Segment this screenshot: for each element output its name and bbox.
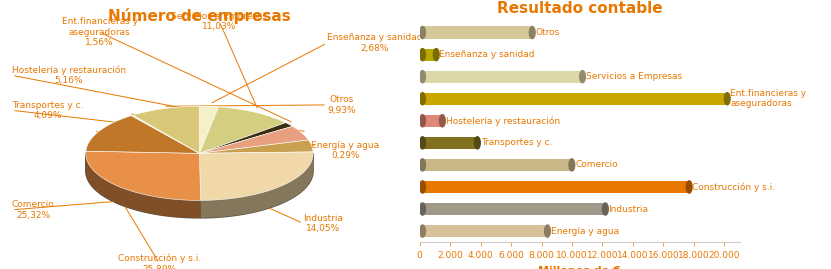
Ellipse shape — [725, 93, 730, 105]
Bar — [422, 93, 727, 105]
Polygon shape — [131, 115, 199, 153]
Polygon shape — [200, 154, 313, 218]
Text: Enseñanza y sanidad
2,68%: Enseñanza y sanidad 2,68% — [327, 33, 423, 53]
Polygon shape — [86, 153, 200, 218]
Ellipse shape — [475, 137, 480, 149]
Polygon shape — [199, 107, 286, 153]
Bar — [422, 115, 442, 127]
Text: Transportes y c.
4,09%: Transportes y c. 4,09% — [12, 101, 83, 120]
Polygon shape — [199, 126, 308, 153]
Ellipse shape — [569, 159, 575, 171]
Ellipse shape — [420, 93, 425, 105]
Ellipse shape — [440, 115, 445, 127]
Polygon shape — [133, 106, 199, 153]
Ellipse shape — [420, 159, 425, 171]
Ellipse shape — [602, 203, 608, 215]
Polygon shape — [86, 153, 313, 218]
Ellipse shape — [529, 26, 535, 39]
Title: Resultado contable: Resultado contable — [497, 1, 662, 16]
Ellipse shape — [544, 225, 550, 237]
Text: Transportes y c.: Transportes y c. — [480, 138, 552, 147]
Text: Otros
9,93%: Otros 9,93% — [327, 95, 356, 115]
Ellipse shape — [420, 225, 425, 237]
Bar — [422, 48, 436, 61]
Text: Construcción y s.i.: Construcción y s.i. — [692, 182, 775, 192]
Text: Hostelería y restauración: Hostelería y restauración — [445, 116, 559, 126]
Text: Industria
14,05%: Industria 14,05% — [303, 214, 343, 233]
Ellipse shape — [434, 48, 439, 61]
Text: Energía y agua: Energía y agua — [551, 226, 619, 236]
Ellipse shape — [420, 70, 425, 83]
Bar — [422, 225, 548, 237]
Bar — [422, 137, 477, 149]
Polygon shape — [86, 116, 199, 153]
Ellipse shape — [580, 70, 585, 83]
Ellipse shape — [420, 26, 425, 39]
Text: Ent.financieras y
aseguradoras: Ent.financieras y aseguradoras — [730, 89, 807, 108]
Polygon shape — [199, 140, 313, 153]
Text: Ent.financieras y
aseguradoras
1,56%: Ent.financieras y aseguradoras 1,56% — [61, 17, 138, 47]
Polygon shape — [199, 153, 200, 218]
Bar — [422, 70, 583, 83]
Ellipse shape — [420, 181, 425, 193]
Bar — [422, 181, 689, 193]
Text: Enseñanza y sanidad: Enseñanza y sanidad — [440, 50, 535, 59]
Bar — [422, 203, 605, 215]
Text: Número de empresas: Número de empresas — [108, 8, 291, 24]
Text: Comercio: Comercio — [575, 160, 617, 169]
Text: Otros: Otros — [535, 28, 559, 37]
Polygon shape — [199, 106, 219, 153]
Ellipse shape — [420, 137, 425, 149]
Text: Energía y agua
0,29%: Energía y agua 0,29% — [311, 141, 379, 160]
Polygon shape — [199, 153, 200, 218]
Text: Construcción y s.i.
25,89%: Construcción y s.i. 25,89% — [118, 254, 201, 269]
Text: Servicios a Empresas: Servicios a Empresas — [586, 72, 681, 81]
Polygon shape — [86, 151, 200, 200]
Ellipse shape — [686, 181, 692, 193]
Bar — [422, 159, 572, 171]
Polygon shape — [199, 123, 293, 153]
Ellipse shape — [420, 203, 425, 215]
Text: Industria: Industria — [608, 204, 648, 214]
Ellipse shape — [420, 115, 425, 127]
Text: Comercio
25,32%: Comercio 25,32% — [12, 200, 55, 220]
Polygon shape — [199, 152, 313, 200]
Ellipse shape — [420, 48, 425, 61]
X-axis label: Millones de €: Millones de € — [538, 266, 621, 269]
Text: Hostelería y restauración
5,16%: Hostelería y restauración 5,16% — [12, 65, 126, 85]
Text: Servicios a Empresas
11,03%: Servicios a Empresas 11,03% — [171, 12, 268, 31]
Bar — [422, 26, 532, 39]
